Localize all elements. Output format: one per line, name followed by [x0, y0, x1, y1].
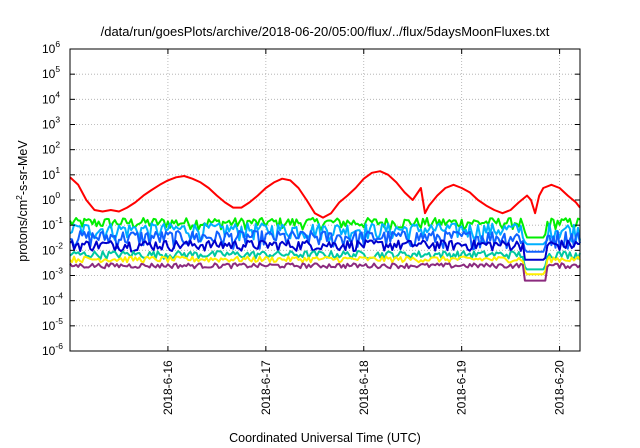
y-tick-label: 105: [42, 64, 60, 81]
series-line: [69, 222, 581, 246]
y-tick-base: 10: [42, 168, 56, 182]
y-tick-label: 10-2: [42, 240, 63, 257]
y-tick-exponent: 5: [55, 64, 60, 74]
y-tick-base: 10: [42, 243, 56, 257]
x-tick-label: 2018-6-18: [357, 360, 371, 415]
y-tick-base: 10: [42, 118, 56, 132]
y-tick-base: 10: [42, 218, 56, 232]
y-tick-base: 10: [42, 143, 56, 157]
y-axis-label: protons/cm2-s-sr-MeV: [14, 140, 30, 262]
x-tick-label: 2018-6-17: [259, 360, 273, 415]
x-tick-label: 2018-6-20: [553, 360, 567, 415]
y-tick-label: 102: [42, 140, 60, 157]
y-tick-base: 10: [42, 344, 56, 358]
y-tick-exponent: 4: [55, 89, 60, 99]
y-tick-base: 10: [42, 42, 56, 56]
y-tick-exponent: 2: [55, 140, 60, 150]
y-tick-base: 10: [42, 294, 56, 308]
x-tick-label: 2018-6-19: [455, 360, 469, 415]
y-axis-label-superscript: 2: [14, 195, 24, 200]
y-tick-exponent: 0: [55, 190, 60, 200]
y-tick-base: 10: [42, 67, 56, 81]
y-tick-exponent: -5: [55, 316, 63, 326]
y-tick-label: 10-6: [42, 341, 63, 358]
y-tick-label: 101: [42, 165, 60, 182]
y-tick-label: 104: [42, 89, 60, 106]
grid-lines: [70, 49, 580, 351]
y-tick-label: 10-1: [42, 215, 63, 232]
y-tick-label: 10-3: [42, 266, 63, 283]
series-line: [69, 216, 581, 239]
y-tick-base: 10: [42, 269, 56, 283]
y-tick-base: 10: [42, 92, 56, 106]
y-axis-ticks: 10-610-510-410-310-210-11001011021031041…: [42, 39, 580, 358]
x-axis-ticks: 2018-6-16 2018-6-17 2018-6-18 2018-6-19 2018…: [161, 49, 567, 415]
y-axis-label-prefix: protons/cm: [16, 200, 30, 262]
series-line: [69, 250, 581, 271]
y-tick-exponent: -3: [55, 266, 63, 276]
series-group: [69, 170, 581, 282]
y-tick-exponent: -1: [55, 215, 63, 225]
y-tick-base: 10: [42, 319, 56, 333]
series-line: [69, 239, 581, 261]
y-tick-label: 10-4: [42, 291, 63, 308]
y-tick-exponent: 1: [55, 165, 60, 175]
y-tick-exponent: 3: [55, 115, 60, 125]
y-tick-label: 100: [42, 190, 60, 207]
x-axis-label: Coordinated Universal Time (UTC): [229, 431, 421, 445]
y-tick-exponent: -2: [55, 240, 63, 250]
y-tick-label: 103: [42, 115, 60, 132]
y-tick-label: 10-5: [42, 316, 63, 333]
y-tick-label: 106: [42, 39, 60, 56]
y-tick-exponent: -6: [55, 341, 63, 351]
series-line: [69, 170, 581, 219]
y-tick-base: 10: [42, 193, 56, 207]
chart-title: /data/run/goesPlots/archive/2018-06-20/0…: [101, 24, 550, 39]
y-tick-exponent: -4: [55, 291, 63, 301]
y-tick-exponent: 6: [55, 39, 60, 49]
series-line: [69, 255, 581, 276]
y-axis-label-suffix: -s-sr-MeV: [16, 140, 30, 196]
x-tick-label: 2018-6-16: [161, 360, 175, 415]
series-line: [69, 262, 581, 282]
